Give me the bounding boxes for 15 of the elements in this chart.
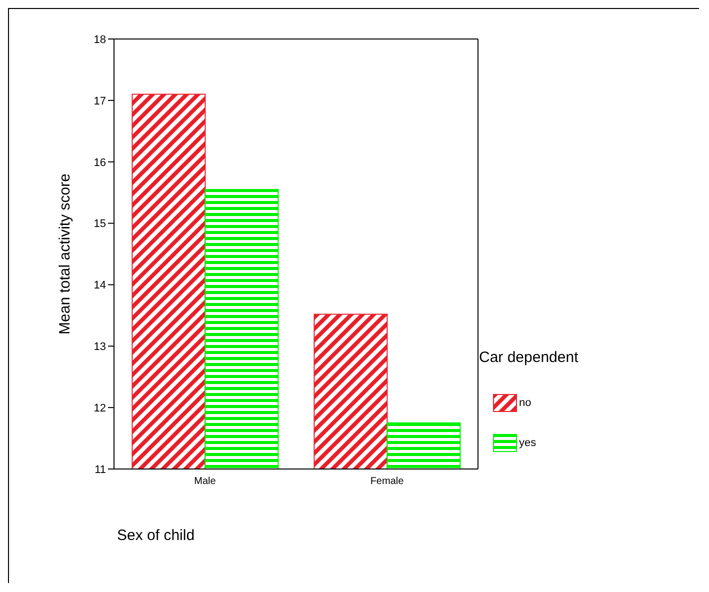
x-tick-label: Female bbox=[370, 476, 404, 488]
y-axis-title: Mean total activity score bbox=[56, 174, 74, 334]
y-tick-label: 16 bbox=[94, 156, 106, 169]
y-tick-label: 11 bbox=[94, 464, 106, 476]
y-tick-label: 15 bbox=[94, 218, 106, 230]
y-tick-label: 13 bbox=[94, 341, 106, 354]
x-tick-label: Male bbox=[194, 476, 216, 488]
text: no bbox=[519, 397, 532, 409]
text: yes bbox=[519, 437, 536, 449]
y-tick-label: 17 bbox=[94, 95, 106, 108]
y-tick-label: 18 bbox=[94, 34, 106, 46]
y-tick-label: 12 bbox=[94, 402, 106, 414]
x-axis-title: Sex of child bbox=[117, 527, 195, 544]
y-tick-label: 14 bbox=[94, 280, 106, 292]
legend-title: Car dependent bbox=[479, 349, 578, 366]
